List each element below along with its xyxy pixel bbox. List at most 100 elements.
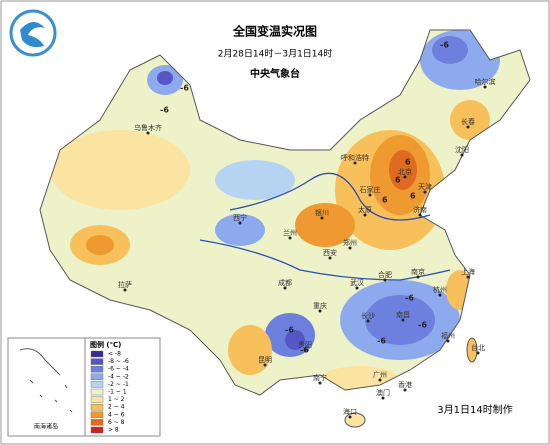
city-dot xyxy=(355,286,359,290)
logo xyxy=(9,9,57,57)
city-label: 银川 xyxy=(315,208,329,217)
city-dot xyxy=(283,286,287,290)
city-label: 贵阳 xyxy=(298,340,312,349)
city-dot xyxy=(320,216,324,220)
city-dot xyxy=(303,348,307,352)
legend-swatch xyxy=(90,411,104,418)
city-label: 郑州 xyxy=(343,239,357,247)
city-dot xyxy=(383,278,387,282)
city-label: 重庆 xyxy=(313,301,327,310)
city-dot xyxy=(403,175,407,179)
city-label: 乌鲁木齐 xyxy=(134,123,162,132)
city-dot xyxy=(123,288,127,292)
city-dot xyxy=(438,293,442,297)
isoline-label: -6 xyxy=(180,84,189,93)
city-dot xyxy=(328,256,332,260)
taiwan xyxy=(466,337,478,363)
legend-label: > 8 xyxy=(108,427,119,434)
city-dot xyxy=(416,275,420,279)
city-label: 长春 xyxy=(461,117,475,126)
legend-swatch xyxy=(90,366,104,373)
legend-swatch xyxy=(90,404,104,411)
city-dot xyxy=(263,363,267,367)
city-label: 成都 xyxy=(278,278,292,287)
subtitle: 2月28日14时－3月1日14时 xyxy=(218,48,333,60)
city-label: 长沙 xyxy=(361,311,375,320)
city-label: 西安 xyxy=(323,248,337,257)
inset-label: 南海诸岛 xyxy=(34,423,58,431)
city-label: 上海 xyxy=(461,267,475,276)
inset-box xyxy=(7,337,86,437)
city-label: 济南 xyxy=(413,205,427,214)
city-label: 南宁 xyxy=(313,373,327,382)
city-label: 澳门 xyxy=(376,388,390,397)
city-label: 南昌 xyxy=(396,310,410,319)
legend-title: 图例 (℃) xyxy=(90,340,121,349)
isoline-label: -6 xyxy=(285,326,294,335)
city-label: 福州 xyxy=(441,331,455,340)
legend-label: -4 ~ -2 xyxy=(108,373,129,380)
city-dot xyxy=(366,319,370,323)
isoline-label: -6 xyxy=(377,337,386,346)
legend-label: 4 ~ 6 xyxy=(108,411,125,418)
legend-label: -2 ~ -1 xyxy=(108,381,129,388)
city-dot xyxy=(423,190,427,194)
city-dot xyxy=(238,221,242,225)
isoline-label: 6 xyxy=(395,176,401,185)
legend-swatch xyxy=(90,358,104,365)
legend-label: -1 ~ 1 xyxy=(108,389,127,396)
legend-swatch xyxy=(90,426,104,434)
city-dot xyxy=(353,161,357,165)
legend-swatch xyxy=(90,381,104,388)
isoline-label: -6 xyxy=(418,321,427,330)
legend-swatch xyxy=(90,419,104,426)
city-dot xyxy=(378,378,382,382)
city-label: 武汉 xyxy=(350,278,364,287)
city-dot xyxy=(483,85,487,89)
isoline-label: 6 xyxy=(405,158,411,167)
legend-swatch xyxy=(90,373,104,380)
city-dot xyxy=(466,125,470,129)
city-dot xyxy=(146,131,150,135)
city-label: 拉萨 xyxy=(118,280,132,289)
city-label: 台北 xyxy=(471,343,485,352)
legend-label: < -8 xyxy=(108,351,121,358)
city-label: 北京 xyxy=(398,167,412,176)
city-dot xyxy=(418,213,422,217)
city-label: 太原 xyxy=(358,205,372,214)
city-label: 海口 xyxy=(343,407,357,416)
issuer: 中央气象台 xyxy=(250,67,300,80)
legend-label: 2 ~ 4 xyxy=(108,404,125,411)
inset-map xyxy=(19,348,73,413)
isoline-label: 6 xyxy=(382,196,388,205)
title: 全国变温实况图 xyxy=(232,24,317,39)
city-dot xyxy=(403,388,407,392)
city-label: 南京 xyxy=(411,267,425,276)
isoline-label: -6 xyxy=(300,346,309,355)
city-label: 兰州 xyxy=(283,228,297,237)
city-dot xyxy=(446,339,450,343)
city-dot xyxy=(460,153,464,157)
city-dot xyxy=(318,381,322,385)
city-dot xyxy=(466,275,470,279)
yellow-river xyxy=(229,172,431,221)
city-dot xyxy=(288,236,292,240)
legend-swatch xyxy=(90,388,104,396)
city-dot xyxy=(348,415,352,419)
city-dot xyxy=(368,193,372,197)
city-label: 杭州 xyxy=(433,285,447,294)
city-label: 西宁 xyxy=(233,213,247,222)
city-label: 合肥 xyxy=(378,270,392,279)
city-dot xyxy=(318,309,322,313)
city-label: 哈尔滨 xyxy=(475,77,496,86)
isoline-label: -6 xyxy=(440,41,449,50)
legend-label: -6 ~ -4 xyxy=(108,366,129,373)
city-dot xyxy=(401,318,405,322)
legend-swatch xyxy=(90,350,104,358)
city-dot xyxy=(348,246,352,250)
footer: 3月1日14时制作 xyxy=(437,403,512,416)
isoline-label: 6 xyxy=(410,192,416,201)
city-dot xyxy=(363,213,367,217)
city-label: 天津 xyxy=(418,183,432,191)
